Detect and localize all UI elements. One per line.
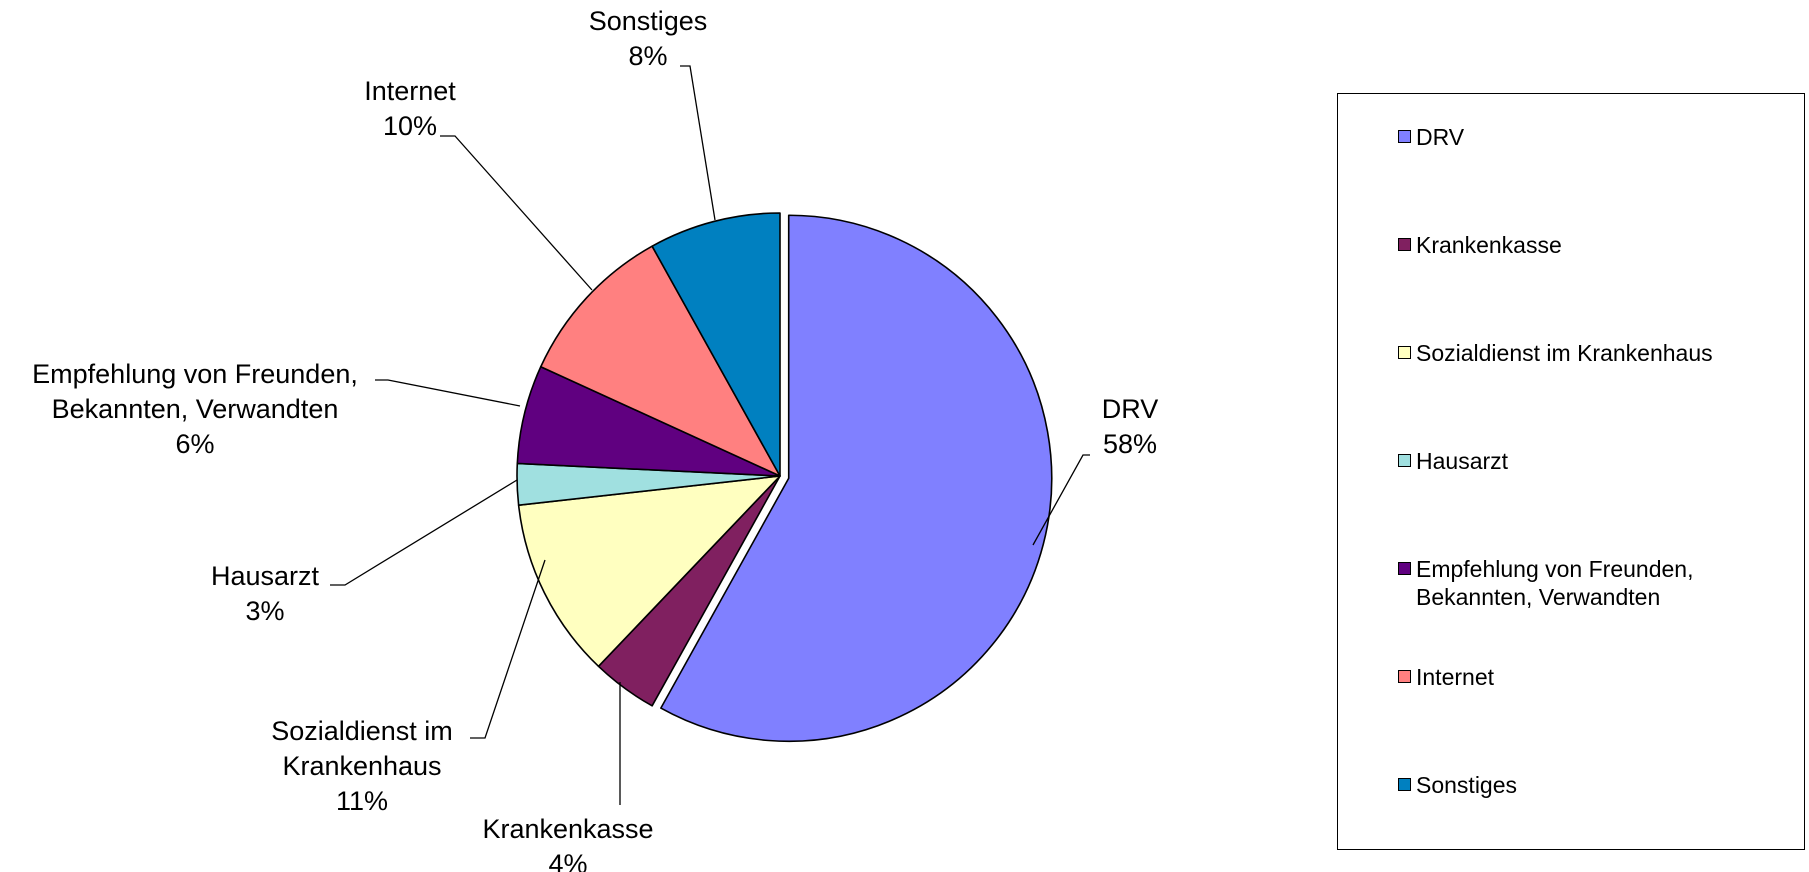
legend-swatch <box>1398 130 1411 143</box>
pie-slice-sonstiges[interactable] <box>651 212 781 477</box>
legend-swatch <box>1398 562 1411 575</box>
leader-line-sonstiges <box>680 65 716 221</box>
legend-swatch <box>1398 238 1411 251</box>
slice-labels: DRV 58% Krankenkasse 4% Sozialdienst im Krank… <box>32 6 1158 872</box>
leader-line-sozialdienst-im-krankenhaus <box>470 559 546 739</box>
legend-item-sonstiges: Sonstiges <box>1398 771 1517 799</box>
legend-item-drv: DRV <box>1398 123 1464 151</box>
leader-line-hausarzt <box>330 479 518 586</box>
pie-slice-internet[interactable] <box>539 245 781 477</box>
legend-label: Hausarzt <box>1416 448 1509 474</box>
pie-slice-drv[interactable] <box>660 214 1053 743</box>
slice-label-hausarzt: Hausarzt 3% <box>211 561 320 626</box>
legend-label: Sozialdienst im Krankenhaus <box>1416 340 1713 366</box>
pie-slice-sozialdienst-im-krankenhaus[interactable] <box>517 475 781 668</box>
slice-label-empfehlung-von-freunden-bekannten-verwandten: Empfehlung von Freunden, Bekannten, Verwa… <box>32 359 358 459</box>
legend: DRV Krankenkasse Sozialdienst im Krankenha… <box>1337 93 1805 850</box>
legend-item-internet: Internet <box>1398 663 1494 691</box>
legend-swatch <box>1398 670 1411 683</box>
slice-label-drv: DRV 58% <box>1102 394 1159 459</box>
legend-swatch <box>1398 346 1411 359</box>
legend-swatch <box>1398 778 1411 791</box>
legend-label: Krankenkasse <box>1416 232 1562 258</box>
legend-item-hausarzt: Hausarzt <box>1398 447 1508 475</box>
slice-label-sonstiges: Sonstiges 8% <box>589 6 708 71</box>
legend-item-krankenkasse: Krankenkasse <box>1398 231 1562 259</box>
legend-label: Empfehlung von Freunden, Bekannten, Verw… <box>1416 556 1694 610</box>
slice-label-internet: Internet 10% <box>364 76 456 141</box>
legend-swatch <box>1398 454 1411 467</box>
legend-label: DRV <box>1416 124 1465 150</box>
legend-label: Sonstiges <box>1416 772 1518 798</box>
leader-line-drv <box>1032 454 1090 546</box>
leader-lines <box>330 65 1090 805</box>
legend-label: Internet <box>1416 664 1494 690</box>
slice-label-sozialdienst-im-krankenhaus: Sozialdienst im Krankenhaus 11% <box>271 716 453 816</box>
legend-item-sozialdienst-im-krankenhaus: Sozialdienst im Krankenhaus <box>1398 339 1713 367</box>
legend-item-empfehlung-von-freunden-bekannten-verwandten: Empfehlung von Freunden, Bekannten, Verw… <box>1398 555 1693 611</box>
leader-line-empfehlung-von-freunden-bekannten-verwandten <box>375 379 521 407</box>
slice-label-krankenkasse: Krankenkasse 4% <box>482 814 653 872</box>
pie-slices <box>516 212 1053 743</box>
leader-line-internet <box>440 135 593 291</box>
